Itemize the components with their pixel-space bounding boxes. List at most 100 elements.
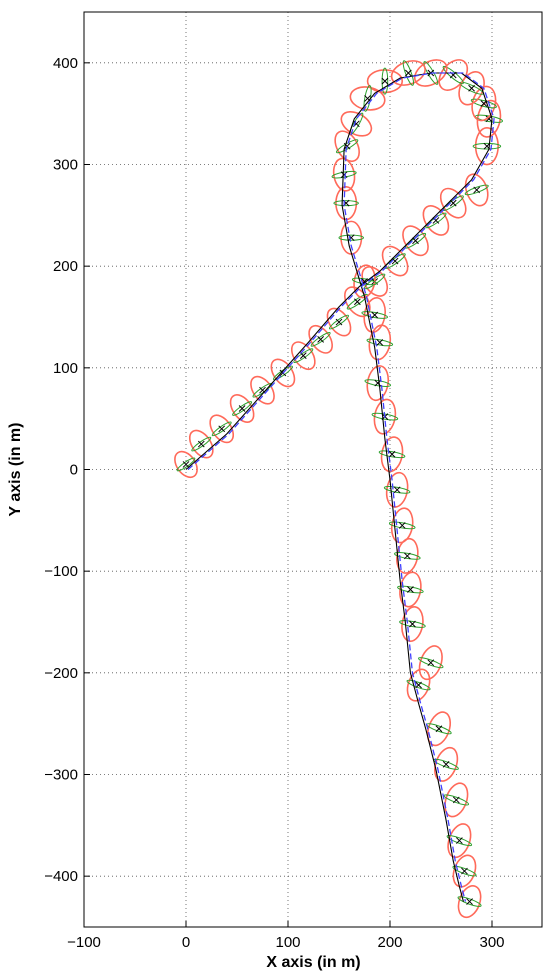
estimate-marker (238, 405, 246, 412)
estimate-marker (432, 217, 440, 224)
y-tick-label: 200 (53, 258, 78, 275)
y-axis-label: Y axis (in m) (7, 423, 24, 517)
estimate-marker (442, 760, 450, 768)
estimate-marker (409, 620, 416, 628)
estimate-marker (376, 339, 384, 346)
x-axis-label: X axis (in m) (266, 954, 360, 971)
estimate-marker (466, 898, 473, 905)
tick-labels: −100 0 100 200 300 −400 −300 −200 −100 0 100 200 300… (44, 55, 504, 951)
x-tick-label: 300 (479, 934, 504, 951)
covariance-ellipse (308, 324, 333, 354)
covariance-ellipse (402, 225, 429, 257)
y-tick-label: 400 (53, 55, 78, 72)
data-series (185, 72, 495, 902)
estimate-marker (461, 867, 468, 875)
estimate-marker (335, 318, 343, 326)
estimate-marker (415, 681, 422, 689)
estimate-marker (398, 522, 406, 529)
inner-ellipse (397, 585, 424, 594)
inner-ellipse (378, 450, 406, 459)
estimate-marker (340, 171, 348, 179)
inner-ellipse (402, 60, 415, 86)
estimate-marker (435, 725, 443, 733)
y-tick-label: −300 (44, 767, 78, 784)
covariance-ellipse (373, 398, 397, 435)
inner-ellipse (399, 620, 426, 628)
inner-ellipse (394, 552, 421, 560)
covariance-ellipse (399, 571, 422, 608)
inner-ellipse (338, 234, 364, 241)
inner-ellipse (423, 61, 439, 85)
covariance-ellipse (471, 85, 497, 122)
estimate-marker (473, 186, 481, 194)
y-tick-label: −100 (44, 563, 78, 580)
covariance-ellipse (332, 157, 356, 192)
covariance-ellipse (390, 60, 426, 86)
covariance-ellipse (406, 668, 431, 702)
estimate-marker (452, 796, 460, 804)
covariance-ellipse (361, 266, 389, 297)
inner-ellipse (361, 311, 389, 319)
inner-ellipse (452, 865, 477, 877)
series-line (187, 72, 495, 902)
covariance-ellipse (368, 324, 392, 361)
x-tick-label: −100 (67, 934, 101, 951)
estimate-marker (427, 659, 435, 667)
estimate-marker (218, 425, 226, 433)
series-line (185, 72, 493, 902)
inner-ellipse (446, 835, 473, 847)
inner-ellipse (371, 412, 399, 421)
covariance-ellipse (349, 86, 386, 111)
estimate-marker (347, 234, 355, 242)
covariance-ellipse (290, 341, 316, 371)
estimate-marker (456, 837, 463, 844)
covariance-ellipse (447, 823, 472, 859)
estimate-marker (412, 237, 419, 245)
estimate-marker (182, 461, 190, 468)
covariance-ellipse (270, 358, 296, 388)
inner-ellipse (366, 338, 394, 347)
inner-ellipse (388, 521, 416, 530)
covariance-ellipse (474, 127, 499, 166)
estimate-marker (317, 336, 324, 343)
inner-ellipse (381, 67, 389, 95)
estimate-marker (391, 257, 399, 265)
inner-ellipse (418, 657, 444, 669)
estimate-marker (381, 77, 389, 85)
covariance-ellipse (418, 645, 443, 681)
estimate-marker (388, 450, 396, 458)
inner-ellipse (470, 98, 497, 109)
covariance-ellipse (464, 173, 489, 207)
covariance-ellipse (334, 130, 360, 163)
y-tick-label: 0 (70, 462, 78, 479)
covariance-ellipse (366, 69, 404, 94)
inner-ellipse (383, 485, 411, 494)
y-tick-label: −200 (44, 665, 78, 682)
inner-ellipse (472, 142, 502, 150)
inner-ellipse (457, 896, 482, 907)
estimate-marker (343, 142, 351, 150)
axes-box (83, 11, 543, 928)
covariance-ellipse (439, 187, 467, 219)
estimate-marker (449, 199, 457, 207)
covariance-ellipse (390, 507, 414, 544)
covariance-ellipse (229, 394, 255, 423)
inner-ellipse (464, 184, 489, 196)
inner-ellipse (443, 794, 470, 806)
y-tick-label: 100 (53, 360, 78, 377)
estimate-marker (354, 298, 361, 306)
x-tick-label: 200 (377, 934, 402, 951)
inner-ellipse (364, 379, 392, 387)
covariance-ellipse (438, 59, 469, 91)
covariance-ellipse (353, 264, 376, 299)
estimate-marker (393, 486, 401, 494)
covariance-ellipse (209, 414, 235, 444)
x-tick-label: 100 (275, 934, 300, 951)
estimate-marker (407, 586, 414, 593)
estimate-marker (371, 311, 379, 319)
covariance-ellipse (457, 885, 482, 919)
covariance-ellipse (476, 99, 502, 138)
estimate-marker (405, 69, 412, 77)
